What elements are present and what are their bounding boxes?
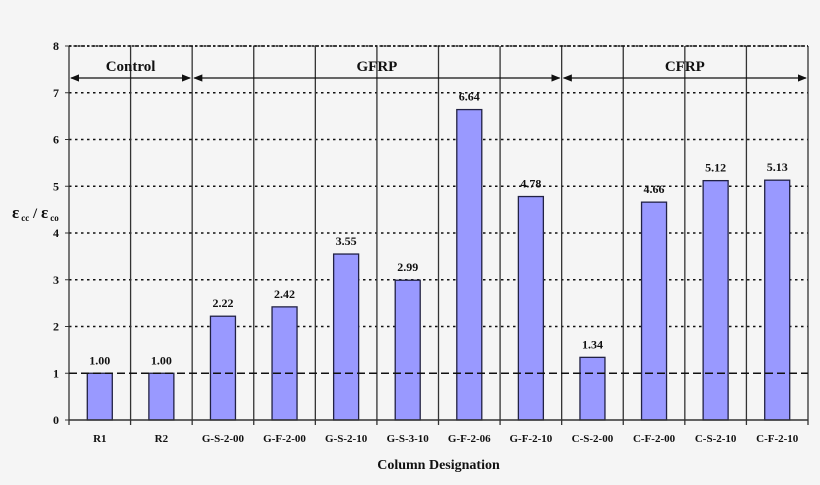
bar-G-F-2-10 <box>517 195 545 421</box>
group-label: Control <box>106 59 156 75</box>
bar-G-F-2-00 <box>271 306 298 421</box>
x-tick-label: C-S-2-10 <box>695 433 737 445</box>
x-tick-label: C-S-2-00 <box>572 433 614 445</box>
value-label: 5.12 <box>705 161 726 175</box>
y-tick-label: 8 <box>53 39 59 53</box>
y-tick-label: 1 <box>53 366 59 380</box>
value-label: 2.42 <box>274 287 295 301</box>
value-label: 1.00 <box>151 353 172 367</box>
bar-G-S-2-00 <box>209 315 237 421</box>
value-label: 5.13 <box>767 160 788 174</box>
x-tick-label: R1 <box>93 433 106 445</box>
x-tick-label: G-S-2-10 <box>325 433 368 445</box>
x-axis-title: Column Designation <box>377 458 500 473</box>
x-tick-label: G-S-2-00 <box>202 433 245 445</box>
y-tick-label: 6 <box>53 133 59 147</box>
value-label: 4.78 <box>520 177 541 191</box>
y-tick-label: 0 <box>53 413 59 427</box>
x-tick-label: G-F-2-10 <box>509 433 552 445</box>
value-label: 6.64 <box>459 90 480 104</box>
group-label: CFRP <box>665 59 705 75</box>
value-label: 2.99 <box>397 260 418 274</box>
value-label: 1.00 <box>89 353 110 367</box>
bar-C-S-2-10 <box>702 179 729 421</box>
y-tick-label: 4 <box>53 226 59 240</box>
bar-R2 <box>148 372 175 421</box>
bar-G-S-2-10 <box>332 253 360 421</box>
x-tick-label: G-F-2-06 <box>448 433 491 445</box>
y-tick-label: 5 <box>53 179 59 193</box>
y-tick-label: 3 <box>53 273 59 287</box>
value-label: 3.55 <box>336 234 357 248</box>
x-tick-label: C-F-2-00 <box>633 433 676 445</box>
value-label: 2.22 <box>212 296 233 310</box>
x-tick-label: R2 <box>155 433 169 445</box>
bar-G-S-3-10 <box>394 279 421 421</box>
bar-C-S-2-00 <box>579 356 606 421</box>
bar-C-F-2-00 <box>640 201 668 421</box>
x-tick-label: G-S-3-10 <box>387 433 430 445</box>
group-label: GFRP <box>357 59 398 75</box>
x-tick-label: G-F-2-00 <box>263 433 306 445</box>
x-tick-label: C-F-2-10 <box>756 433 799 445</box>
y-axis-title: ε cc / ε co <box>12 203 59 223</box>
value-label: 4.66 <box>644 182 665 196</box>
y-tick-label: 7 <box>53 86 59 100</box>
value-label: 1.34 <box>582 337 603 351</box>
bar-C-F-2-10 <box>764 179 791 421</box>
bar-R1 <box>86 372 113 421</box>
y-tick-label: 2 <box>53 320 59 334</box>
